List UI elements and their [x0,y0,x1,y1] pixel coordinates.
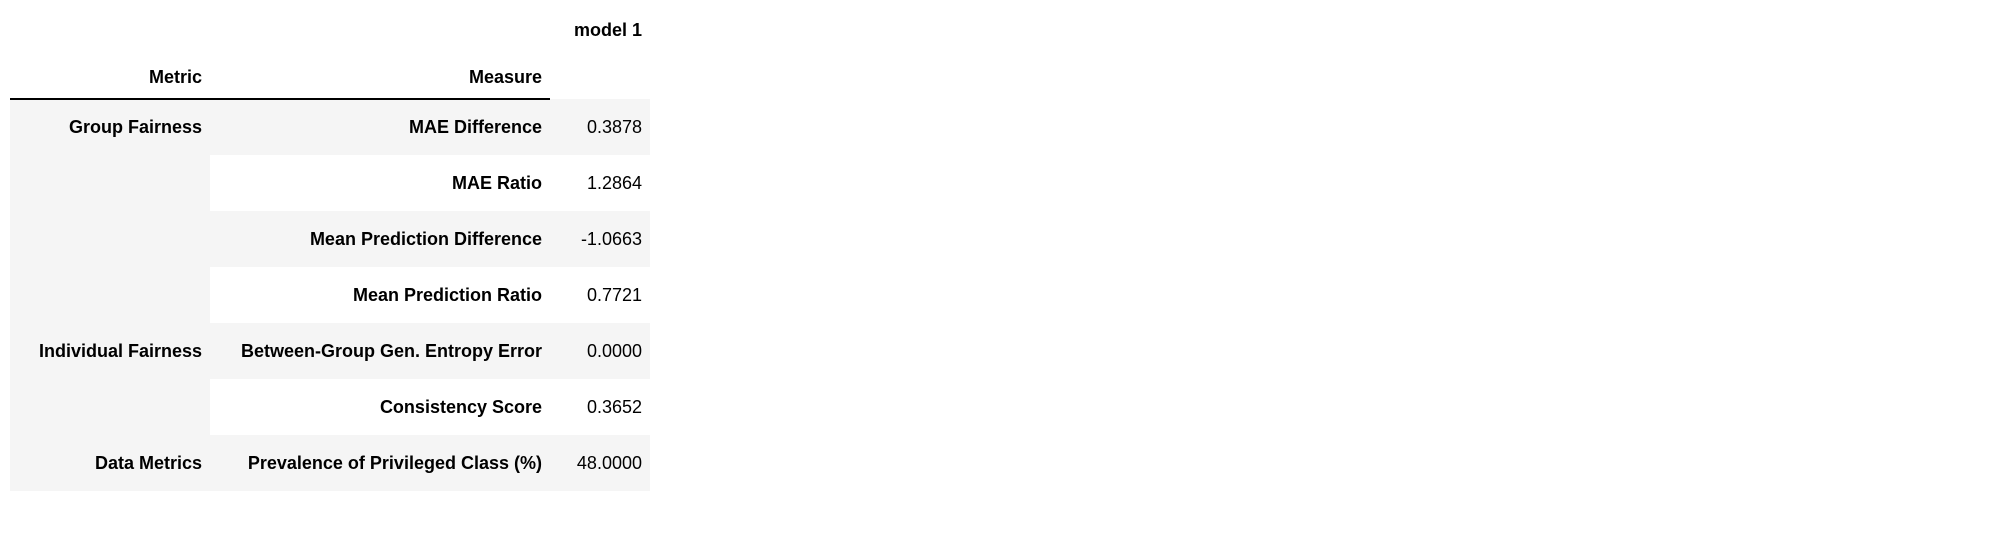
value-cell: -1.0663 [550,211,650,267]
metric-cell [10,267,210,323]
value-cell: 0.3878 [550,99,650,155]
model-header: model 1 [550,10,650,59]
measure-cell: MAE Ratio [210,155,550,211]
table-row: Data Metrics Prevalence of Privileged Cl… [10,435,650,491]
table-row: Consistency Score 0.3652 [10,379,650,435]
metric-cell [10,379,210,435]
measure-cell: Consistency Score [210,379,550,435]
metric-cell [10,155,210,211]
metrics-table: model 1 Metric Measure Group Fairness MA… [10,10,650,491]
metric-cell: Data Metrics [10,435,210,491]
table-row: MAE Ratio 1.2864 [10,155,650,211]
measure-cell: Prevalence of Privileged Class (%) [210,435,550,491]
metric-cell: Group Fairness [10,99,210,155]
table-super-header: model 1 [10,10,650,59]
metric-cell [10,211,210,267]
measure-cell: Between-Group Gen. Entropy Error [210,323,550,379]
measure-cell: MAE Difference [210,99,550,155]
header-metric: Metric [10,59,210,99]
metric-cell: Individual Fairness [10,323,210,379]
fairness-metrics-table: model 1 Metric Measure Group Fairness MA… [10,10,650,491]
measure-cell: Mean Prediction Ratio [210,267,550,323]
table-row: Mean Prediction Ratio 0.7721 [10,267,650,323]
value-cell: 0.0000 [550,323,650,379]
header-measure: Measure [210,59,550,99]
value-cell: 48.0000 [550,435,650,491]
table-row: Group Fairness MAE Difference 0.3878 [10,99,650,155]
header-value-blank [550,59,650,99]
table-row: Individual Fairness Between-Group Gen. E… [10,323,650,379]
table-row: Mean Prediction Difference -1.0663 [10,211,650,267]
measure-cell: Mean Prediction Difference [210,211,550,267]
value-cell: 0.3652 [550,379,650,435]
value-cell: 0.7721 [550,267,650,323]
value-cell: 1.2864 [550,155,650,211]
table-header-row: Metric Measure [10,59,650,99]
